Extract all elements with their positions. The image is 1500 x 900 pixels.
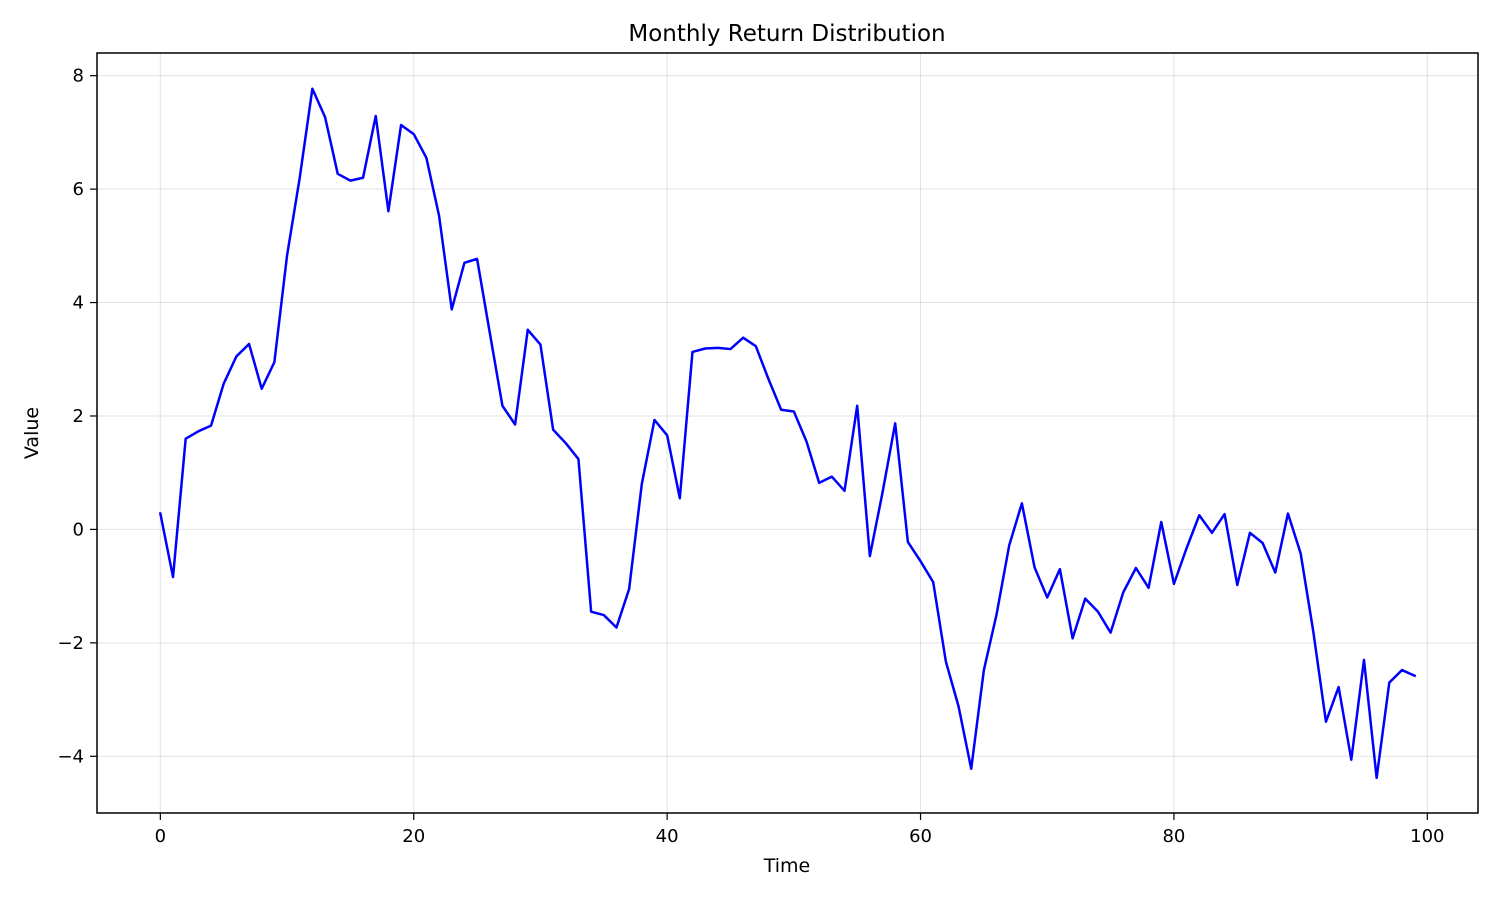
- x-axis-title: Time: [763, 855, 811, 877]
- y-tick-label: 0: [73, 519, 84, 540]
- series-line: [158, 87, 1417, 780]
- y-axis-title: Value: [21, 407, 43, 459]
- grid: [97, 53, 1478, 813]
- ticks: 0 20 40 60 80 100 −4 −2 0 2 4 6 8: [57, 66, 1444, 847]
- x-tick-label: 100: [1410, 826, 1444, 847]
- y-tick-label: 2: [73, 406, 84, 427]
- plot-frame: [96, 52, 1479, 814]
- y-tick-label: −4: [57, 746, 84, 767]
- y-tick-label: −2: [57, 633, 84, 654]
- series-layer: [158, 87, 1417, 780]
- plot-background: [97, 53, 1478, 813]
- y-tick-label: 8: [73, 66, 84, 87]
- chart-title: Monthly Return Distribution: [628, 21, 945, 47]
- x-tick-label: 40: [656, 826, 679, 847]
- x-tick-label: 0: [155, 826, 166, 847]
- y-tick-label: 6: [73, 179, 84, 200]
- x-tick-label: 80: [1162, 826, 1185, 847]
- x-tick-label: 20: [402, 826, 425, 847]
- x-tick-label: 60: [909, 826, 932, 847]
- y-tick-label: 4: [73, 293, 84, 314]
